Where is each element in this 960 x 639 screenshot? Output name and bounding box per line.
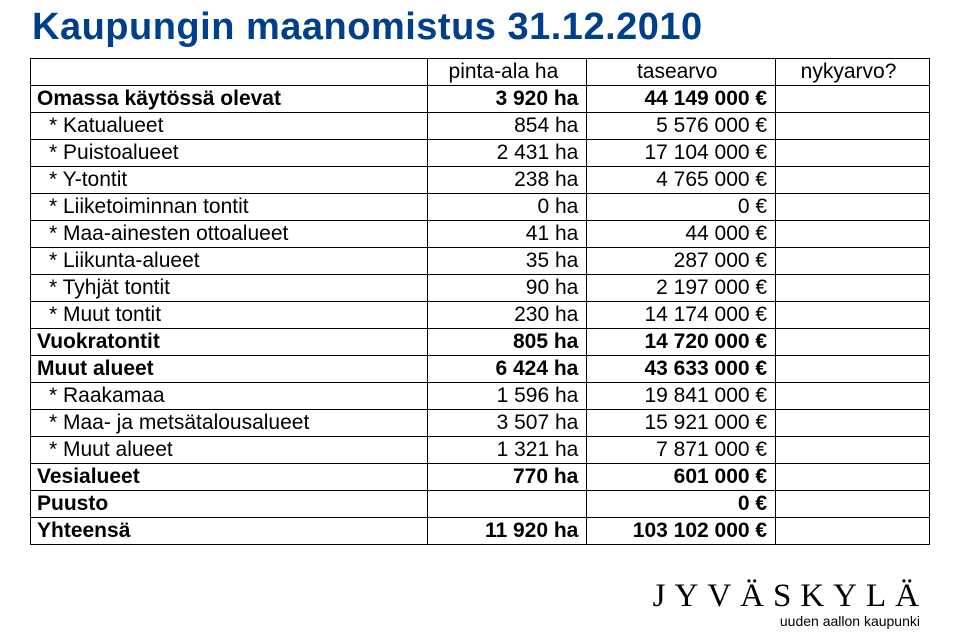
- row-label: * Muut tontit: [31, 302, 428, 329]
- row-value: 14 174 000 €: [587, 302, 776, 329]
- table-row: * Muut tontit230 ha14 174 000 €: [31, 302, 930, 329]
- row-area: 1 596 ha: [428, 383, 587, 410]
- row-value: 4 765 000 €: [587, 167, 776, 194]
- logo-sub-text: uuden aallon kaupunki: [653, 613, 928, 629]
- table-row: Vesialueet770 ha601 000 €: [31, 464, 930, 491]
- header-area: pinta-ala ha: [428, 59, 587, 86]
- row-nyk: [776, 86, 930, 113]
- row-nyk: [776, 464, 930, 491]
- table-row: Vuokratontit805 ha14 720 000 €: [31, 329, 930, 356]
- row-nyk: [776, 356, 930, 383]
- row-nyk: [776, 140, 930, 167]
- row-area: 238 ha: [428, 167, 587, 194]
- table-row: * Maa-ainesten ottoalueet41 ha44 000 €: [31, 221, 930, 248]
- table-row: Puusto 0 €: [31, 491, 930, 518]
- row-area: 3 920 ha: [428, 86, 587, 113]
- page-title: Kaupungin maanomistus 31.12.2010: [32, 6, 703, 49]
- header-value: tasearvo: [587, 59, 776, 86]
- row-label: * Maa-ainesten ottoalueet: [31, 221, 428, 248]
- row-nyk: [776, 410, 930, 437]
- row-area: 0 ha: [428, 194, 587, 221]
- row-label: * Y-tontit: [31, 167, 428, 194]
- row-label: * Maa- ja metsätalousalueet: [31, 410, 428, 437]
- row-value: 44 149 000 €: [587, 86, 776, 113]
- logo-main-text: JYVÄSKYLÄ: [653, 578, 928, 615]
- row-nyk: [776, 167, 930, 194]
- row-nyk: [776, 302, 930, 329]
- table-row: Muut alueet6 424 ha43 633 000 €: [31, 356, 930, 383]
- header-nyk: nykyarvo?: [776, 59, 930, 86]
- table-row: Omassa käytössä olevat3 920 ha44 149 000…: [31, 86, 930, 113]
- row-value: 44 000 €: [587, 221, 776, 248]
- row-area: 3 507 ha: [428, 410, 587, 437]
- row-nyk: [776, 329, 930, 356]
- row-area: 6 424 ha: [428, 356, 587, 383]
- row-value: 287 000 €: [587, 248, 776, 275]
- row-label: Vesialueet: [31, 464, 428, 491]
- row-label: * Tyhjät tontit: [31, 275, 428, 302]
- row-label: * Muut alueet: [31, 437, 428, 464]
- row-value: 7 871 000 €: [587, 437, 776, 464]
- row-value: 0 €: [587, 194, 776, 221]
- table-row: * Puistoalueet2 431 ha17 104 000 €: [31, 140, 930, 167]
- row-label: Muut alueet: [31, 356, 428, 383]
- row-value: 14 720 000 €: [587, 329, 776, 356]
- row-value: 103 102 000 €: [587, 518, 776, 545]
- row-value: 5 576 000 €: [587, 113, 776, 140]
- row-label: Vuokratontit: [31, 329, 428, 356]
- row-area: 770 ha: [428, 464, 587, 491]
- row-label: * Liikunta-alueet: [31, 248, 428, 275]
- row-value: 19 841 000 €: [587, 383, 776, 410]
- table-row: * Liiketoiminnan tontit0 ha0 €: [31, 194, 930, 221]
- row-value: 2 197 000 €: [587, 275, 776, 302]
- table-row: * Muut alueet1 321 ha7 871 000 €: [31, 437, 930, 464]
- row-nyk: [776, 275, 930, 302]
- table-row: * Maa- ja metsätalousalueet3 507 ha15 92…: [31, 410, 930, 437]
- row-area: 854 ha: [428, 113, 587, 140]
- row-area: 805 ha: [428, 329, 587, 356]
- row-label: * Puistoalueet: [31, 140, 428, 167]
- row-label: Omassa käytössä olevat: [31, 86, 428, 113]
- row-nyk: [776, 248, 930, 275]
- data-table: pinta-ala ha tasearvo nykyarvo? Omassa k…: [30, 58, 930, 545]
- footer-logo: JYVÄSKYLÄ uuden aallon kaupunki: [653, 578, 928, 629]
- row-label: * Raakamaa: [31, 383, 428, 410]
- table-row: * Liikunta-alueet35 ha287 000 €: [31, 248, 930, 275]
- row-value: 601 000 €: [587, 464, 776, 491]
- row-label: Puusto: [31, 491, 428, 518]
- table-row: Yhteensä11 920 ha103 102 000 €: [31, 518, 930, 545]
- row-area: 35 ha: [428, 248, 587, 275]
- row-nyk: [776, 491, 930, 518]
- row-area: 11 920 ha: [428, 518, 587, 545]
- row-area: 41 ha: [428, 221, 587, 248]
- table-row: * Raakamaa1 596 ha19 841 000 €: [31, 383, 930, 410]
- row-value: 15 921 000 €: [587, 410, 776, 437]
- row-nyk: [776, 221, 930, 248]
- row-label: * Liiketoiminnan tontit: [31, 194, 428, 221]
- table-row: * Y-tontit238 ha4 765 000 €: [31, 167, 930, 194]
- row-value: 17 104 000 €: [587, 140, 776, 167]
- header-blank: [31, 59, 428, 86]
- row-area: 2 431 ha: [428, 140, 587, 167]
- row-area: 1 321 ha: [428, 437, 587, 464]
- row-label: * Katualueet: [31, 113, 428, 140]
- row-label: Yhteensä: [31, 518, 428, 545]
- row-area: [428, 491, 587, 518]
- table-row: * Tyhjät tontit90 ha2 197 000 €: [31, 275, 930, 302]
- table-row: * Katualueet854 ha5 576 000 €: [31, 113, 930, 140]
- row-nyk: [776, 383, 930, 410]
- row-nyk: [776, 113, 930, 140]
- row-area: 230 ha: [428, 302, 587, 329]
- row-value: 43 633 000 €: [587, 356, 776, 383]
- row-nyk: [776, 194, 930, 221]
- row-area: 90 ha: [428, 275, 587, 302]
- row-nyk: [776, 437, 930, 464]
- row-nyk: [776, 518, 930, 545]
- row-value: 0 €: [587, 491, 776, 518]
